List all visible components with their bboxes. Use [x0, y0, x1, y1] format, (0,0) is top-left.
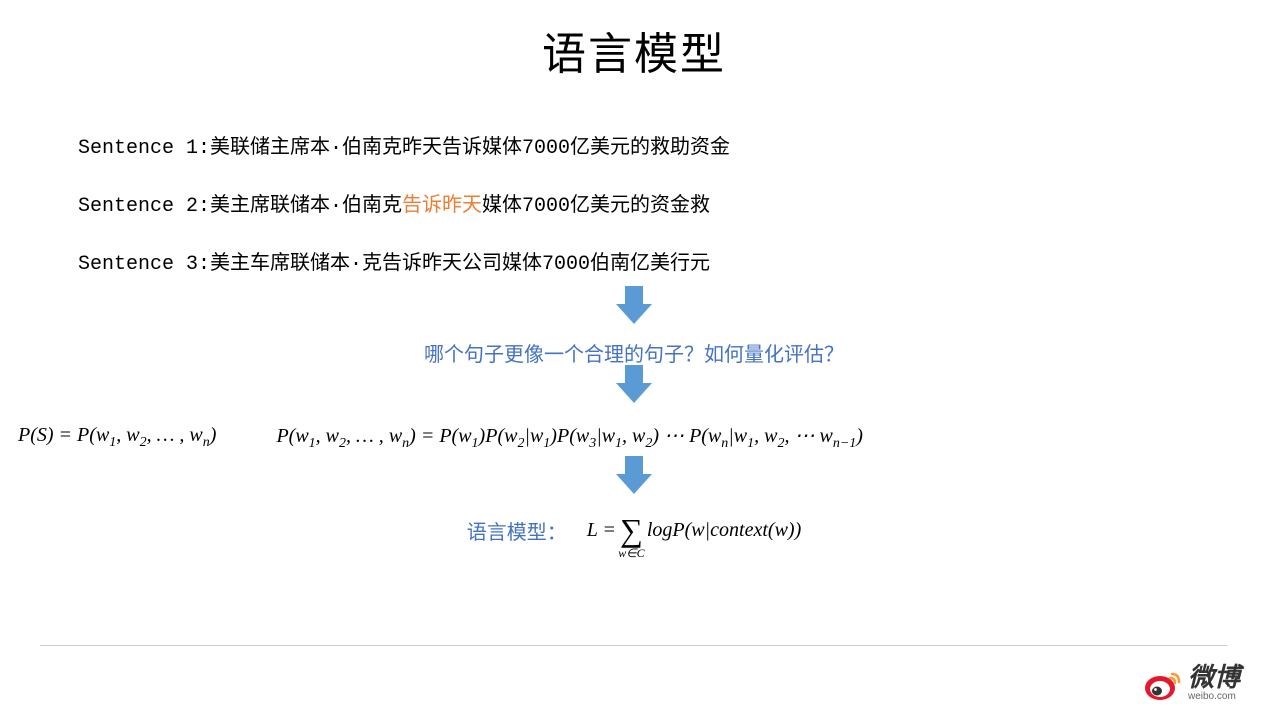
weibo-logo-text: 微博 weibo.com	[1188, 664, 1240, 702]
formula-row-1: P(S) = P(w1, w2, … , wn) P(w1, w2, … , w…	[0, 423, 1268, 452]
footer-divider	[40, 645, 1228, 646]
weibo-eye-icon	[1144, 668, 1182, 698]
formula-loss-right: logP(w|context(w))	[647, 519, 801, 542]
weibo-logo: 微博 weibo.com	[1144, 664, 1240, 702]
sentence-2-highlight: 告诉昨天	[402, 195, 482, 218]
sentence-2-after: 媒体7000亿美元的资金救	[482, 195, 710, 218]
sentence-1-text: 美联储主席本·伯南克昨天告诉媒体7000亿美元的救助资金	[210, 137, 730, 160]
sentence-list: Sentence 1:美联储主席本·伯南克昨天告诉媒体7000亿美元的救助资金 …	[78, 130, 1268, 276]
arrow-down-icon	[616, 474, 652, 494]
arrow-1-container	[0, 304, 1268, 324]
sentence-3-text: 美主车席联储本·克告诉昨天公司媒体7000伯南亿美行元	[210, 253, 710, 276]
sentence-1-label: Sentence 1:	[78, 137, 210, 160]
weibo-logo-en: weibo.com	[1188, 692, 1240, 702]
formula-ps: P(S) = P(w1, w2, … , wn)	[18, 424, 216, 451]
lm-label: 语言模型：	[467, 516, 567, 545]
sigma-sub: w∈C	[618, 546, 644, 561]
arrow-3-container	[0, 474, 1268, 494]
weibo-logo-cn: 微博	[1188, 664, 1240, 690]
arrow-down-icon	[616, 383, 652, 403]
formula-chain-rule: P(w1, w2, … , wn) = P(w1)P(w2|w1)P(w3|w1…	[276, 423, 863, 452]
sentence-1: Sentence 1:美联储主席本·伯南克昨天告诉媒体7000亿美元的救助资金	[78, 130, 1268, 160]
arrow-2-container	[0, 383, 1268, 403]
formula-row-2: 语言模型： L = ∑w∈C logP(w|context(w))	[0, 512, 1268, 549]
question-text: 哪个句子更像一个合理的句子？如何量化评估？	[0, 338, 1268, 367]
sentence-2: Sentence 2:美主席联储本·伯南克告诉昨天媒体7000亿美元的资金救	[78, 188, 1268, 218]
formula-loss: L = ∑w∈C logP(w|context(w))	[587, 512, 801, 549]
sigma-icon: ∑w∈C	[620, 512, 643, 549]
arrow-down-icon	[616, 304, 652, 324]
sentence-2-before: 美主席联储本·伯南克	[210, 195, 402, 218]
slide-title: 语言模型	[0, 0, 1268, 82]
sentence-3-label: Sentence 3:	[78, 253, 210, 276]
sentence-3: Sentence 3:美主车席联储本·克告诉昨天公司媒体7000伯南亿美行元	[78, 246, 1268, 276]
formula-loss-left: L =	[587, 519, 616, 542]
sentence-2-label: Sentence 2:	[78, 195, 210, 218]
